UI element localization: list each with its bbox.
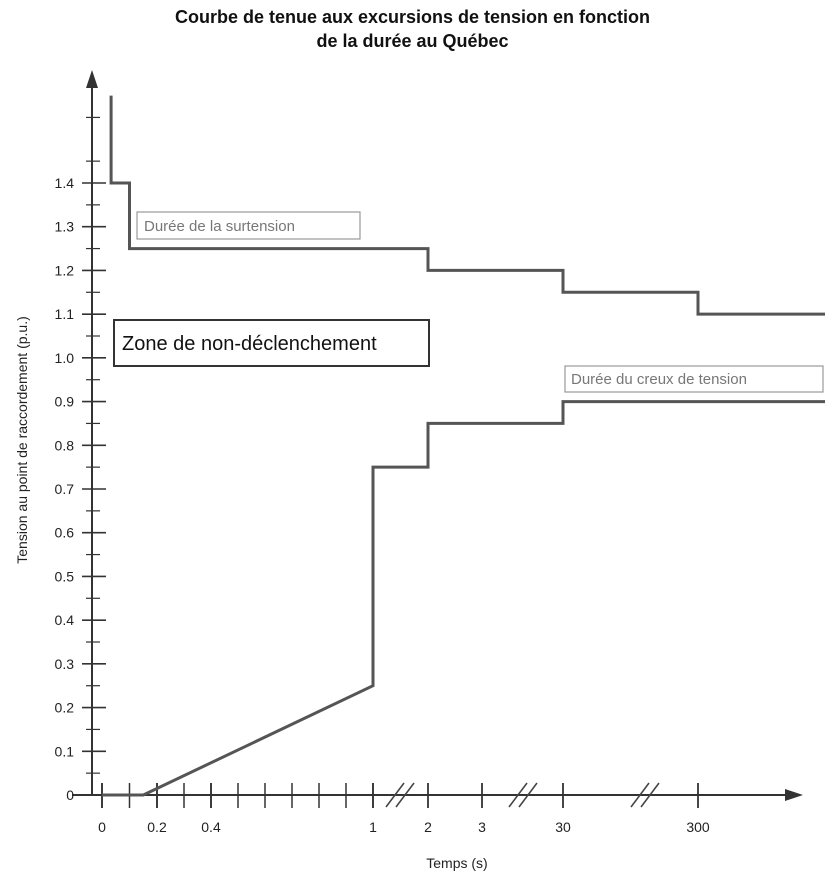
- chart-title: Courbe de tenue aux excursions de tensio…: [174, 7, 651, 27]
- axis-break-slash: [630, 782, 650, 808]
- x-tick-label: 0: [98, 819, 106, 835]
- y-tick-label: 0.1: [55, 743, 75, 759]
- y-tick-label: 0.5: [55, 568, 75, 584]
- x-axis-arrow: [785, 789, 803, 801]
- y-tick-label: 1.3: [55, 219, 75, 235]
- label-creux: Durée du creux de tension: [571, 371, 747, 388]
- y-axis-ticks: [82, 116, 106, 796]
- y-tick-label: 0.3: [55, 656, 75, 672]
- y-tick-label: 0.8: [55, 437, 75, 453]
- x-tick-label: 1: [369, 819, 377, 835]
- y-tick-label: 1.0: [55, 350, 75, 366]
- series-line-creux: [102, 400, 825, 797]
- label-surtension: Durée de la surtension: [144, 218, 295, 235]
- chart-subtitle: de la durée au Québec: [316, 31, 509, 51]
- y-tick-label: 0: [66, 787, 74, 803]
- x-axis-title: Temps (s): [426, 855, 487, 871]
- zone-label: Zone de non-déclenchement: [122, 333, 377, 355]
- axis-break-slash: [508, 782, 528, 808]
- y-axis-tick-labels: 0 0.1 0.2 0.3 0.4 0.5 0.6 0.7 0.8 0.9 1.0 1.1 1.2 1.3…: [55, 175, 75, 803]
- y-tick-label: 0.7: [55, 481, 75, 497]
- y-tick-label: 0.2: [55, 700, 75, 716]
- label-box-surtension: [136, 211, 361, 240]
- axis-break-slash: [518, 782, 538, 808]
- x-tick-label: 0.2: [147, 819, 167, 835]
- y-tick-label: 1.4: [55, 175, 75, 191]
- x-tick-label: 0.4: [201, 819, 221, 835]
- axis-break-slash: [395, 782, 415, 808]
- y-tick-label: 0.9: [55, 394, 75, 410]
- x-tick-label: 300: [686, 819, 710, 835]
- x-axis-tick-labels: 0 0.2 0.4 1 2 3 30 300: [98, 819, 710, 835]
- y-tick-label: 1.2: [55, 262, 75, 278]
- x-tick-label: 2: [424, 819, 432, 835]
- y-tick-label: 0.4: [55, 612, 75, 628]
- series-line-surtension: [109, 95, 825, 316]
- label-box-creux: [564, 365, 824, 393]
- x-tick-label: 3: [478, 819, 486, 835]
- y-axis-title: Tension au point de raccordement (p.u.): [14, 316, 30, 563]
- axis-break-slash: [640, 782, 660, 808]
- zone-box: [113, 319, 430, 367]
- y-axis-arrow: [86, 70, 98, 88]
- y-tick-label: 0.6: [55, 525, 75, 541]
- x-tick-label: 30: [555, 819, 571, 835]
- y-tick-label: 1.1: [55, 306, 75, 322]
- axis-break-marks: [385, 782, 660, 808]
- axis-break-slash: [385, 782, 405, 808]
